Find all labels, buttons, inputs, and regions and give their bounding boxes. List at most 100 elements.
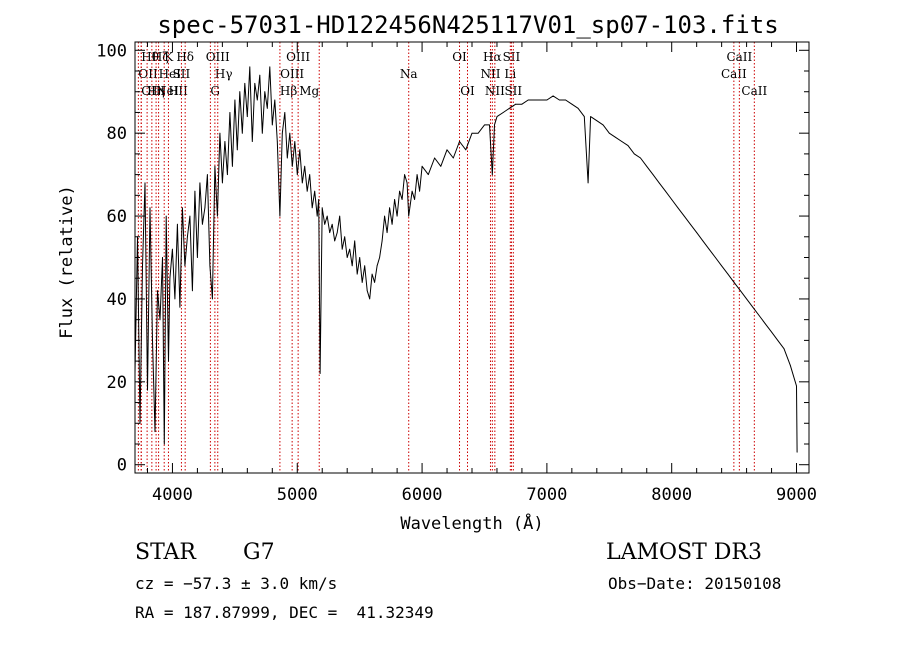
spectrum-point-12 [163, 443, 165, 445]
spectrum-point-119 [434, 157, 435, 159]
spectrum-point-57 [274, 99, 276, 101]
spectrum-point-111 [406, 182, 408, 184]
spectrum-point-36 [222, 182, 223, 184]
spectrum-point-80 [329, 232, 331, 234]
spectrum-point-54 [266, 107, 268, 109]
spectrum-point-64 [291, 165, 293, 167]
spectrum-point-86 [344, 236, 346, 238]
survey-name: LAMOST DR3 [606, 540, 762, 565]
spectrum-point-106 [394, 199, 395, 200]
spectrum-point-65 [294, 141, 296, 142]
spectrum-point-94 [364, 265, 366, 267]
line-label-26: SII [504, 84, 522, 98]
spectrum-point-143 [571, 103, 573, 105]
spectrum-point-172 [746, 298, 747, 300]
spectrum-point-93 [361, 282, 363, 283]
spectrum-point-156 [646, 165, 648, 167]
spectrum-point-4 [144, 182, 146, 184]
spectrum-point-34 [217, 215, 218, 217]
line-label-27: CaII [721, 67, 747, 81]
spectrum-point-159 [665, 190, 666, 192]
line-label-7: K [164, 50, 174, 64]
spectrum-point-147 [590, 116, 591, 117]
spectrum-point-68 [301, 182, 303, 184]
line-label-19: OI [452, 50, 467, 64]
spectrum-point-118 [427, 174, 429, 176]
spectrum-point-98 [374, 282, 375, 283]
spectrum-series [134, 66, 798, 453]
spectrum-point-20 [182, 207, 183, 209]
spectrum-point-32 [212, 298, 213, 300]
spectrum-point-77 [321, 207, 323, 209]
spectrum-point-105 [391, 223, 393, 225]
spectrum-point-99 [376, 265, 378, 267]
spectrum-point-22 [187, 236, 188, 238]
line-label-16: OIII [286, 50, 310, 64]
x-tick-label-0: 4000 [152, 485, 193, 505]
spectrum-point-8 [154, 431, 156, 432]
spectrum-point-103 [386, 232, 388, 234]
spectrum-point-163 [690, 223, 691, 225]
spectrum-point-41 [234, 99, 236, 101]
spectrum-point-59 [279, 215, 281, 217]
line-label-28: CaII [726, 50, 752, 64]
spectrum-point-97 [371, 273, 373, 275]
spectrum-point-27 [199, 182, 201, 184]
spectrum-point-126 [477, 132, 479, 134]
spectrum-point-104 [389, 207, 390, 209]
spectrum-point-87 [346, 257, 348, 258]
spectrum-point-55 [269, 66, 271, 68]
spectrum-point-102 [384, 215, 385, 217]
line-label-15: OIII [280, 67, 304, 81]
spectrum-point-158 [658, 182, 660, 184]
axes: 4000 5000 6000 7000 8000 9000 0 20 40 60 80 100 [96, 41, 817, 505]
spectrum-point-31 [209, 265, 211, 267]
x-axis-label: Wavelength (Å) [400, 512, 543, 534]
spectrum-point-171 [740, 290, 741, 292]
spectrum-point-168 [721, 265, 722, 267]
spectrum-point-144 [577, 107, 579, 109]
spectrum-point-146 [587, 182, 589, 184]
spectrum-point-133 [509, 107, 510, 109]
spectrum-point-50 [256, 99, 258, 101]
spectrum-point-37 [224, 141, 226, 142]
x-tick-label-2: 6000 [402, 485, 443, 505]
spectrum-point-123 [459, 141, 460, 142]
chart-title: spec-57031-HD122456N425117V01_sp07-103.f… [157, 11, 778, 39]
spectrum-point-44 [241, 132, 243, 134]
spectrum-point-33 [214, 165, 216, 167]
line-label-8: H [168, 84, 178, 98]
line-label-21: NII [480, 67, 500, 81]
redshift-cz: cz = −57.3 ± 3.0 km/s [135, 574, 338, 593]
spectrum-point-71 [309, 174, 311, 176]
spectrum-point-56 [271, 124, 273, 126]
spectrum-point-139 [546, 99, 548, 101]
spectrum-point-114 [414, 199, 415, 200]
spectrum-point-15 [169, 277, 171, 279]
spectrum-point-3 [142, 265, 143, 267]
spectrum-point-73 [314, 190, 316, 192]
spectrum-point-19 [179, 306, 181, 308]
spectrum-point-5 [147, 389, 148, 391]
spectrum-point-129 [491, 174, 493, 176]
spectrum-point-90 [354, 240, 356, 242]
spectrum-point-148 [596, 120, 598, 122]
object-class: STAR [135, 540, 196, 565]
spectrum-point-47 [249, 66, 251, 68]
spectrum-point-122 [452, 157, 454, 159]
spectrum-point-127 [484, 124, 485, 126]
y-axis-label: Flux (relative) [57, 185, 77, 339]
spectrum-point-75 [318, 199, 320, 200]
line-label-1: Hθ [141, 50, 159, 64]
spectrum-point-117 [421, 165, 423, 167]
spectrum-point-72 [311, 207, 313, 209]
spectrum-point-25 [194, 190, 196, 192]
x-tick-label-3: 7000 [526, 485, 567, 505]
y-tick-label-5: 100 [96, 41, 127, 61]
x-tick-label-1: 5000 [277, 485, 318, 505]
spectrum-point-48 [251, 141, 253, 142]
spectrum-point-121 [446, 149, 448, 151]
object-subclass: G7 [243, 540, 275, 565]
y-tick-label-2: 40 [107, 290, 127, 310]
